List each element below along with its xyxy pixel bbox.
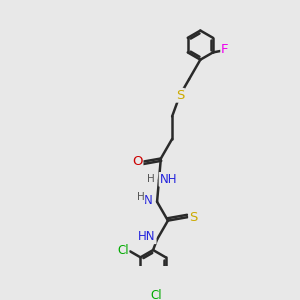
Text: O: O xyxy=(132,155,142,168)
Text: H: H xyxy=(147,174,155,184)
Text: HN: HN xyxy=(138,230,156,243)
Text: H: H xyxy=(137,192,145,202)
Text: N: N xyxy=(144,194,153,208)
Text: F: F xyxy=(221,43,229,56)
Text: S: S xyxy=(176,89,184,102)
Text: Cl: Cl xyxy=(117,244,128,256)
Text: NH: NH xyxy=(160,173,177,186)
Text: Cl: Cl xyxy=(150,290,161,300)
Text: S: S xyxy=(189,211,197,224)
